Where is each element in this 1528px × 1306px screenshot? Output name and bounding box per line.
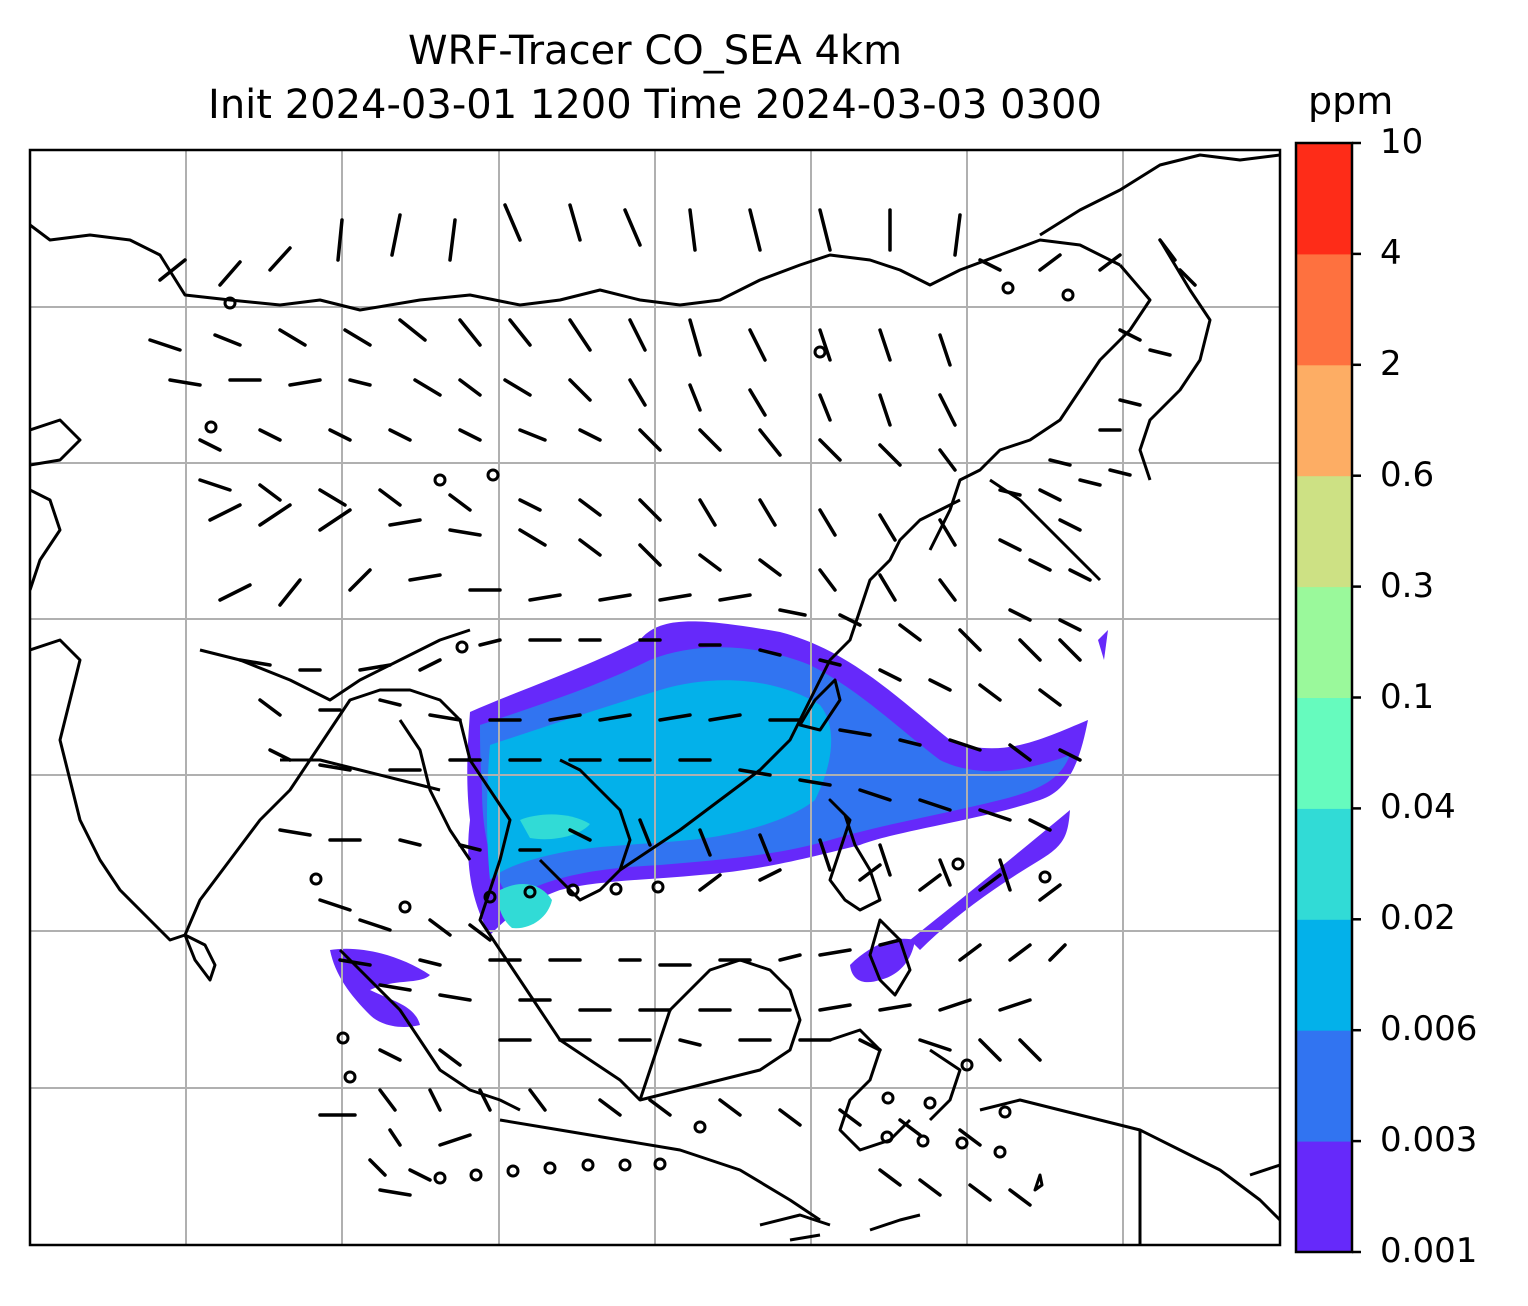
colorbar-segment [1296,364,1352,477]
colorbar-segment [1296,475,1352,588]
colorbar-segment [1296,586,1352,698]
grid-lines [30,150,1280,1245]
colorbar-segment [1296,253,1352,366]
map-title: WRF-Tracer CO_SEA 4km [407,28,903,74]
coastlines [30,153,1280,1245]
colorbar-tick-label: 2 [1380,343,1402,384]
colorbar-tick-label: 0.04 [1380,787,1456,828]
colorbar-segment [1296,919,1352,1031]
colorbar-tick-label: 0.1 [1380,676,1435,717]
colorbar-segment [1296,1030,1352,1142]
colorbar-segment [1296,1141,1352,1253]
colorbar-tick-label: 10 [1380,122,1424,162]
plume-east-tip [1098,630,1108,660]
wind-barbs [148,203,1197,1207]
colorbar-segment [1296,143,1352,255]
colorbar-tick-label: 0.006 [1380,1009,1478,1050]
map-subtitle: Init 2024-03-01 1200 Time 2024-03-03 030… [208,82,1102,128]
plume-core [498,884,552,929]
calm-markers [204,281,1075,1185]
plume-borneo [850,938,915,983]
colorbar [1294,141,1361,1254]
colorbar-tick-label: 0.001 [1380,1231,1478,1271]
colorbar-tick-label: 0.02 [1380,898,1456,939]
colorbar-unit-label: ppm [1308,79,1394,123]
colorbar-tick-label: 4 [1380,232,1402,273]
map-frame [28,148,1282,1247]
colorbar-segment [1296,697,1352,809]
colorbar-tick-label: 0.6 [1380,454,1435,495]
colorbar-tick-label: 0.3 [1380,565,1435,606]
colorbar-segment [1296,808,1352,920]
plume-southeast [910,810,1070,950]
colorbar-tick-label: 0.003 [1380,1120,1478,1161]
plume-sumatra [330,948,430,1027]
